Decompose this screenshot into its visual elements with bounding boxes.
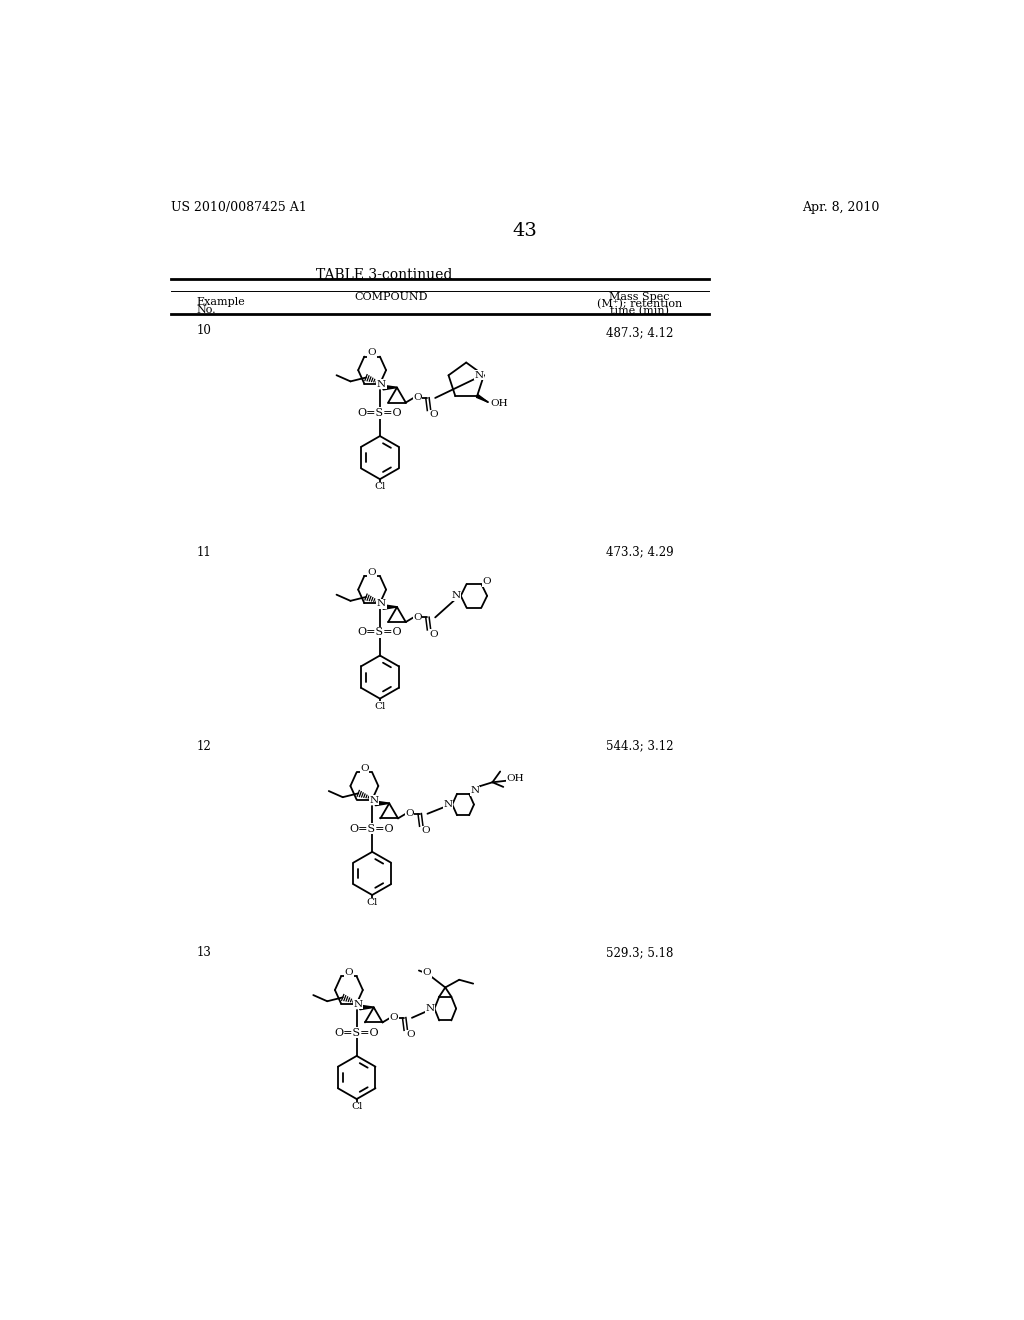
Text: 529.3; 5.18: 529.3; 5.18 — [606, 946, 673, 960]
Text: (M⁺); retention: (M⁺); retention — [597, 300, 682, 310]
Text: O: O — [429, 630, 438, 639]
Text: No.: No. — [197, 305, 216, 315]
Text: N: N — [353, 999, 362, 1008]
Text: N: N — [425, 1005, 434, 1012]
Text: O: O — [422, 969, 431, 977]
Text: O: O — [407, 1030, 415, 1039]
Polygon shape — [476, 395, 488, 403]
Text: 12: 12 — [197, 739, 211, 752]
Text: O=S=O: O=S=O — [335, 1028, 379, 1038]
Text: Mass Spec: Mass Spec — [609, 293, 670, 302]
Text: N: N — [443, 800, 453, 809]
Text: N: N — [471, 787, 480, 795]
Text: N: N — [370, 796, 378, 805]
Text: OH: OH — [490, 399, 509, 408]
Text: O: O — [429, 411, 438, 420]
Text: Cl: Cl — [351, 1102, 362, 1111]
Text: TABLE 3-continued: TABLE 3-continued — [315, 268, 452, 281]
Text: O=S=O: O=S=O — [350, 824, 394, 834]
Text: COMPOUND: COMPOUND — [354, 293, 428, 302]
Text: O: O — [368, 568, 377, 577]
Text: O: O — [360, 764, 369, 774]
Text: US 2010/0087425 A1: US 2010/0087425 A1 — [171, 201, 306, 214]
Polygon shape — [375, 803, 389, 805]
Text: Cl: Cl — [374, 702, 386, 711]
Text: N: N — [452, 591, 461, 601]
Text: N: N — [475, 371, 483, 380]
Text: Apr. 8, 2010: Apr. 8, 2010 — [802, 201, 879, 214]
Text: 544.3; 3.12: 544.3; 3.12 — [606, 739, 673, 752]
Text: N: N — [377, 380, 386, 389]
Text: O=S=O: O=S=O — [357, 627, 402, 638]
Text: Example: Example — [197, 297, 245, 308]
Text: O: O — [422, 826, 430, 836]
Text: O: O — [413, 612, 422, 622]
Text: O: O — [482, 577, 492, 586]
Polygon shape — [383, 606, 397, 610]
Text: O=S=O: O=S=O — [357, 408, 402, 418]
Text: O: O — [413, 393, 422, 403]
Text: 487.3; 4.12: 487.3; 4.12 — [606, 326, 673, 339]
Text: 11: 11 — [197, 545, 211, 558]
Text: OH: OH — [507, 774, 524, 783]
Text: 13: 13 — [197, 946, 211, 960]
Text: Cl: Cl — [367, 898, 378, 907]
Text: 43: 43 — [512, 222, 538, 239]
Text: 473.3; 4.29: 473.3; 4.29 — [605, 545, 674, 558]
Text: N: N — [377, 599, 386, 609]
Polygon shape — [383, 387, 397, 389]
Text: O: O — [406, 809, 414, 818]
Text: time (min): time (min) — [610, 306, 669, 317]
Text: O: O — [344, 968, 353, 977]
Text: O: O — [390, 1014, 398, 1022]
Text: 10: 10 — [197, 323, 211, 337]
Text: Cl: Cl — [374, 482, 386, 491]
Polygon shape — [359, 1007, 374, 1010]
Text: O: O — [368, 348, 377, 358]
